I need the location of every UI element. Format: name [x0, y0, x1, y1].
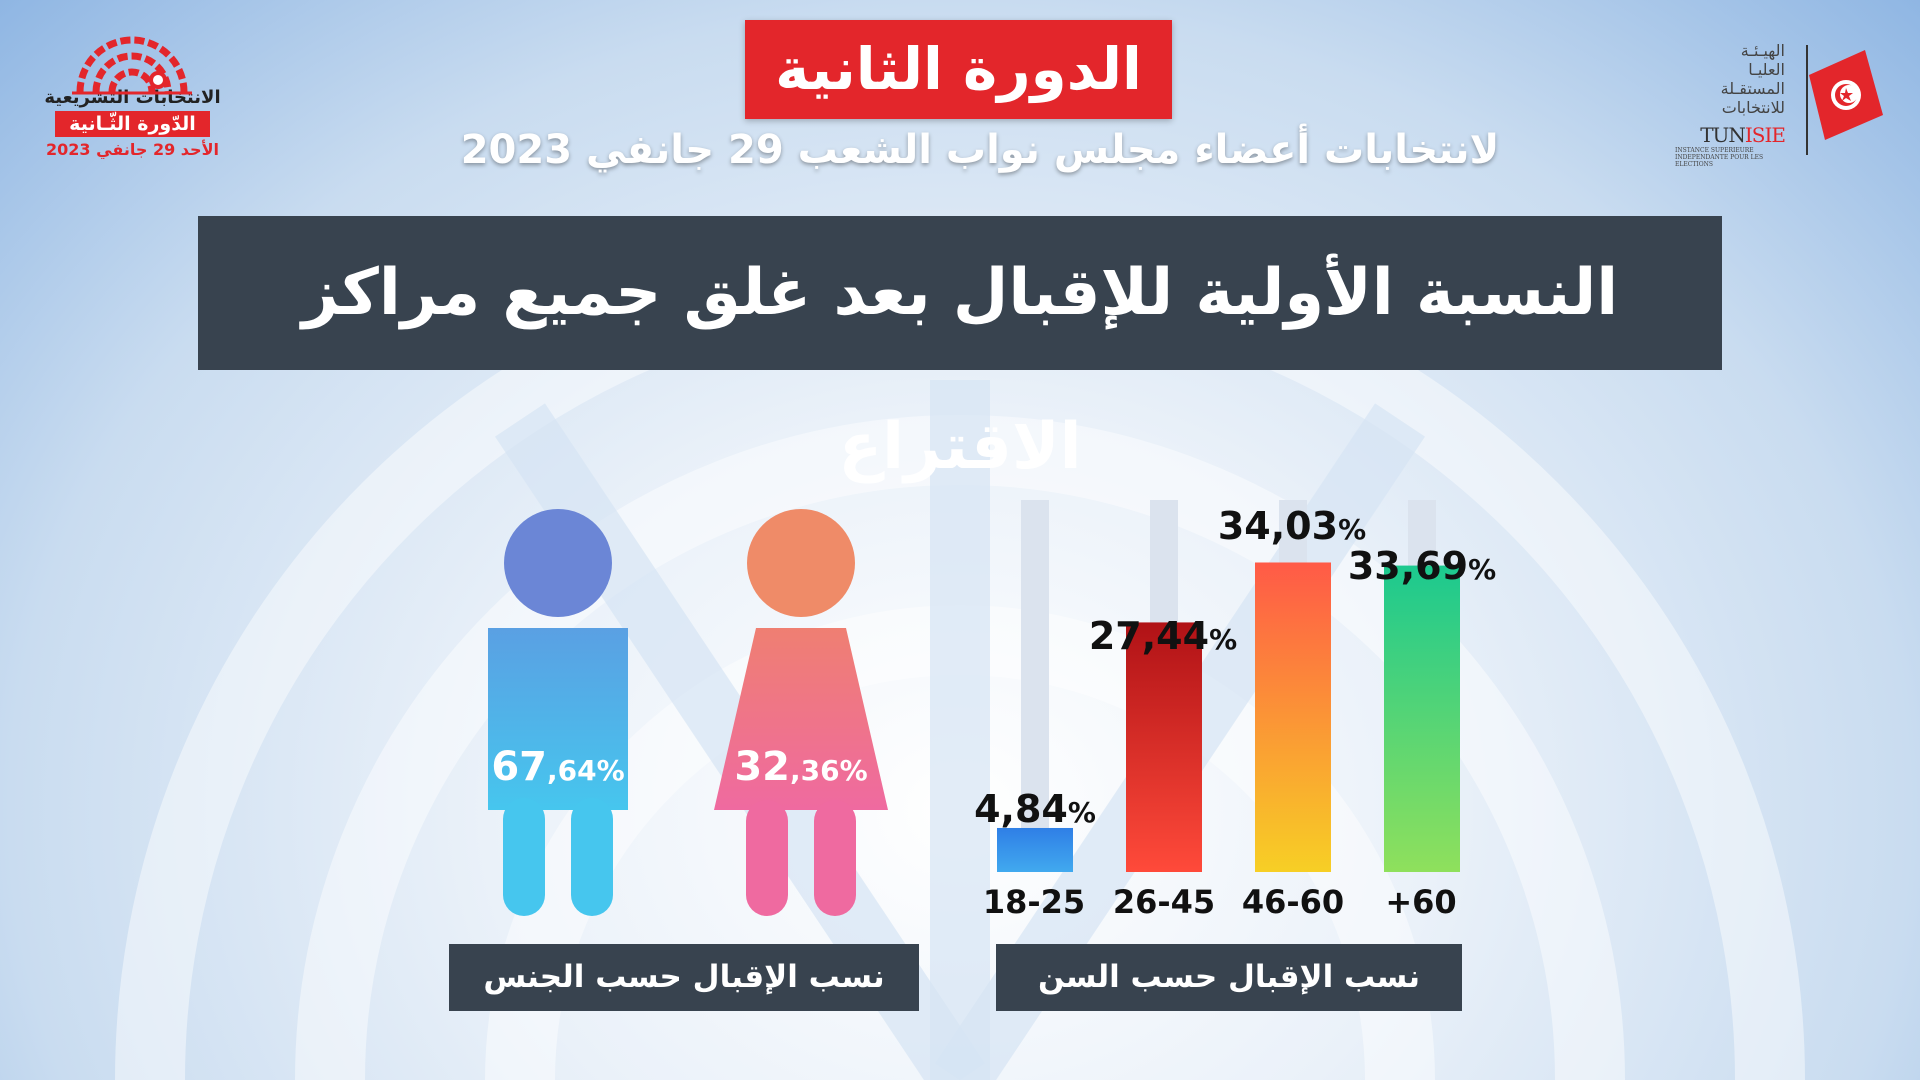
isie-logo: الهيـئـة العليـا المستقـلة للانتخابات TU…	[1675, 35, 1885, 185]
logo-left-line3: الأحد 29 جانفي 2023	[46, 140, 219, 159]
tunisia-flag-icon	[1806, 45, 1883, 155]
elections-logo: الانتخابات التشريعية الدّورة الثّـانية ا…	[40, 25, 225, 185]
parliament-emblem-icon	[72, 36, 192, 95]
bar-track-18-25	[1021, 500, 1049, 872]
category-label-46-60: 46-60	[1241, 883, 1345, 921]
bar-46-60	[1255, 562, 1331, 872]
age-bar-chart	[997, 500, 1460, 872]
bar-+60	[1384, 565, 1460, 872]
value-label-18-25: 4,84%	[974, 787, 1096, 831]
election-subtitle: لانتخابات أعضاء مجلس نواب الشعب 29 جانفي…	[460, 127, 1500, 173]
isie-french-name: INSTANCE SUPERIEURE INDEPENDANTE POUR LE…	[1675, 147, 1764, 168]
bar-18-25	[997, 827, 1073, 872]
main-title: النسبة الأولية للإقبال بعد غلق جميع مراك…	[198, 216, 1722, 484]
bar-26-45	[1126, 622, 1202, 872]
gender-panel-label: نسب الإقبال حسب الجنس	[449, 944, 919, 1011]
category-label-26-45: 26-45	[1112, 883, 1216, 921]
value-label-46-60: 34,03%	[1217, 504, 1367, 548]
age-panel-label: نسب الإقبال حسب السن	[996, 944, 1462, 1011]
male-turnout-label: 67,64%	[491, 744, 625, 790]
male-figure	[488, 509, 628, 916]
round-title: الدورة الثانية	[745, 20, 1172, 119]
gender-chart	[488, 509, 888, 916]
value-label-60-plus: 33,69%	[1347, 544, 1497, 588]
value-label-26-45: 27,44%	[1088, 614, 1238, 658]
isie-latin-name: TUNISIE	[1700, 123, 1786, 147]
female-figure	[714, 509, 888, 916]
female-turnout-label: 32,36%	[734, 744, 868, 790]
category-label-18-25: 18-25	[982, 883, 1086, 921]
isie-arabic-name: الهيـئـة العليـا المستقـلة للانتخابات	[1720, 41, 1785, 117]
logo-left-line2: الدّورة الثّـانية	[55, 111, 210, 137]
category-label-60-plus: +60	[1385, 883, 1457, 921]
